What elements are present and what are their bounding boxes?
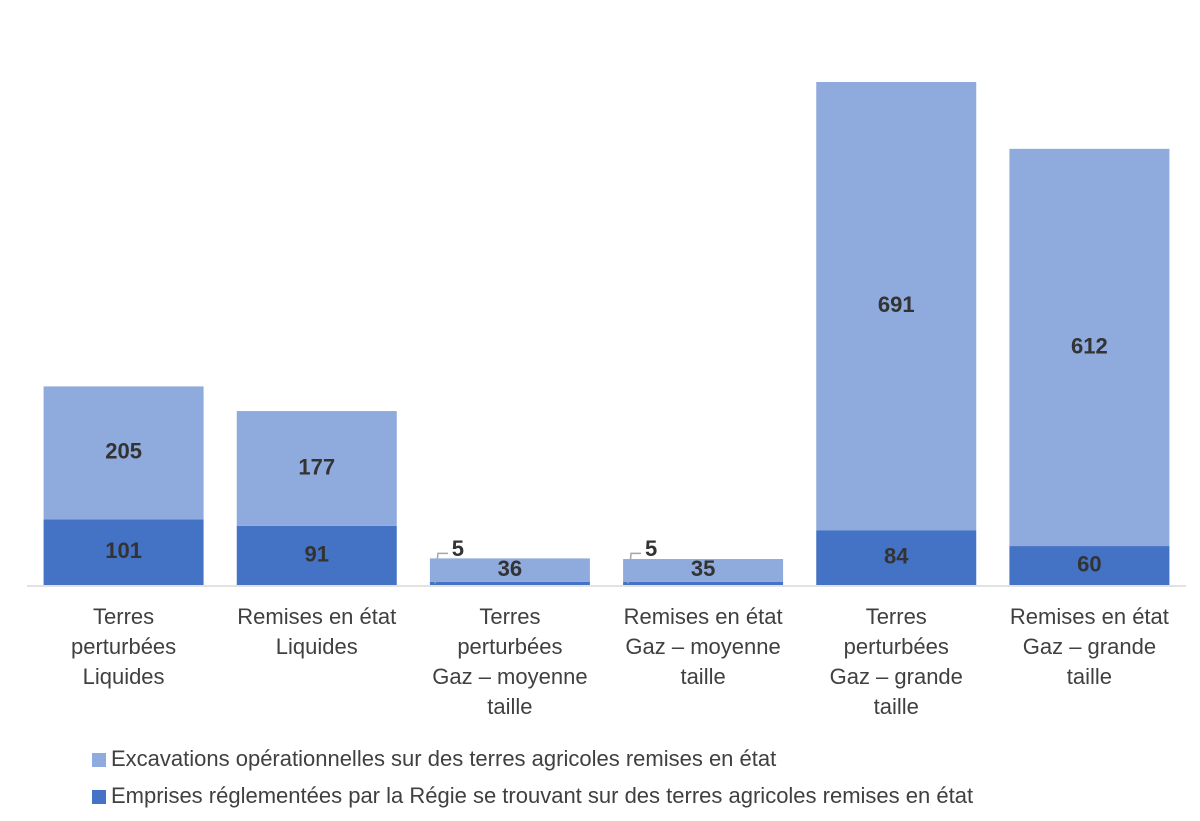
bar-segment <box>816 82 977 531</box>
legend-swatch <box>92 790 106 804</box>
data-label: 5 <box>452 536 464 561</box>
data-label: 177 <box>298 454 335 479</box>
x-tick-label: taille <box>874 694 919 719</box>
data-label: 91 <box>305 541 329 566</box>
data-label: 60 <box>1077 551 1101 576</box>
x-tick-label: Terres <box>866 604 927 629</box>
x-tick-label: Liquides <box>276 634 358 659</box>
bar-segment <box>1009 546 1170 585</box>
data-label: 101 <box>105 538 142 563</box>
data-label: 205 <box>105 439 142 464</box>
x-tick-label: Terres <box>479 604 540 629</box>
bar-segment <box>816 530 977 585</box>
data-label: 691 <box>878 292 915 317</box>
legend-swatch <box>92 753 106 767</box>
bar-segment <box>1009 148 1170 547</box>
data-label: 612 <box>1071 333 1108 358</box>
bar-segment <box>43 386 204 520</box>
data-label: 35 <box>691 556 715 581</box>
x-tick-label: Gaz – moyenne <box>432 664 587 689</box>
x-tick-label: perturbées <box>71 634 176 659</box>
x-tick-label: Remises en état <box>237 604 396 629</box>
x-tick-label: Liquides <box>83 664 165 689</box>
bar-segment <box>429 558 590 582</box>
legend-label: Excavations opérationnelles sur des terr… <box>111 746 776 771</box>
x-tick-label: perturbées <box>844 634 949 659</box>
bar-segment <box>43 519 204 585</box>
x-tick-label: Gaz – grande <box>830 664 963 689</box>
bar-segment <box>236 525 397 585</box>
data-label: 5 <box>645 536 657 561</box>
bar-segment <box>236 411 397 526</box>
x-tick-label: Gaz – grande <box>1023 634 1156 659</box>
x-tick-label: Terres <box>93 604 154 629</box>
x-tick-label: perturbées <box>457 634 562 659</box>
x-tick-label: Remises en état <box>624 604 783 629</box>
legend-label: Emprises réglementées par la Régie se tr… <box>111 783 973 808</box>
x-tick-label: Gaz – moyenne <box>625 634 780 659</box>
x-tick-label: taille <box>680 664 725 689</box>
x-tick-label: taille <box>1067 664 1112 689</box>
bar-segment <box>623 581 784 585</box>
x-tick-label: taille <box>487 694 532 719</box>
x-tick-label: Remises en état <box>1010 604 1169 629</box>
data-label: 84 <box>884 544 909 569</box>
bar-segment <box>429 581 590 585</box>
bar-segment <box>623 559 784 582</box>
data-label: 36 <box>498 556 522 581</box>
